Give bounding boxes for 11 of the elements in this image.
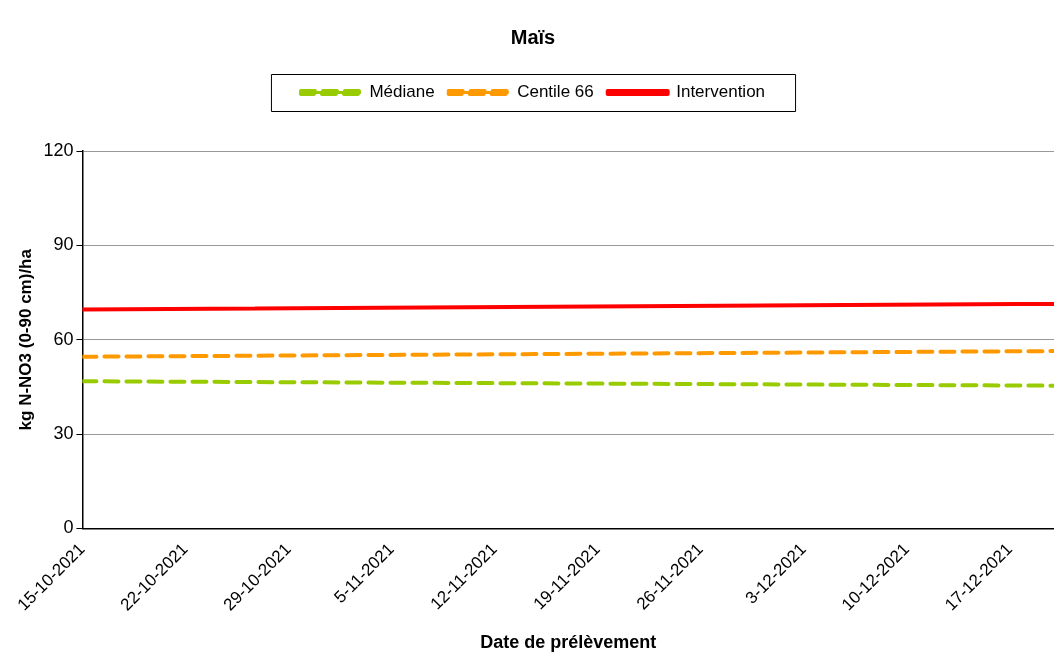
y-tick-label: 0 bbox=[63, 517, 74, 538]
legend-label: Centile 66 bbox=[517, 82, 594, 102]
y-axis-title: kg N-NO3 (0-90 cm)/ha bbox=[15, 248, 35, 431]
chart-title: Maïs bbox=[510, 25, 556, 48]
x-axis-title: Date de prélèvement bbox=[480, 632, 657, 653]
y-tick-label: 60 bbox=[53, 328, 74, 349]
y-tick-label: 120 bbox=[43, 139, 74, 160]
y-tick-label: 30 bbox=[53, 423, 74, 444]
legend-label: Médiane bbox=[369, 82, 435, 102]
y-tick-label: 90 bbox=[53, 234, 74, 255]
legend-label: Intervention bbox=[676, 82, 766, 102]
